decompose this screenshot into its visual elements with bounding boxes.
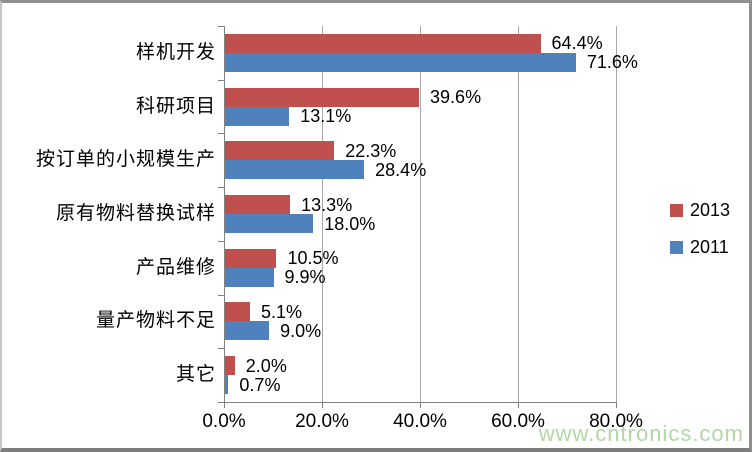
x-axis-tick-60.0% [518, 402, 519, 408]
value-label-2011-3: 28.4% [375, 159, 427, 180]
gridline-40.0% [420, 26, 421, 402]
category-label-3: 按订单的小规模生产 [35, 149, 216, 171]
value-label-2011-6: 9.0% [280, 320, 322, 341]
gridline-20.0% [322, 26, 323, 402]
bar-2011-3 [225, 160, 365, 180]
category-label-5: 产品维修 [135, 256, 216, 278]
bar-2013-4 [225, 195, 291, 214]
watermark: www.cntronics.com [538, 421, 744, 446]
x-axis-tick-20.0% [322, 402, 323, 408]
x-axis-tick-40.0% [420, 402, 421, 408]
value-label-2013-6: 5.1% [260, 301, 303, 322]
bar-2011-6 [225, 321, 270, 341]
bar-2013-2 [225, 87, 420, 107]
x-tick-label-80.0%: 80.0% [589, 411, 643, 432]
plot-area: 64.4% 71.6% 39.6% 13.1% 22.3% 28.4% 13.3% 18.0%… [224, 26, 638, 403]
y-axis-tick-5 [218, 294, 224, 296]
y-axis-tick-6 [218, 348, 224, 350]
gridline-60.0% [518, 26, 519, 402]
y-axis-tick-2 [218, 133, 224, 135]
legend-swatch-2013 [670, 203, 683, 217]
category-label-2: 科研项目 [135, 95, 216, 117]
bar-2011-1 [225, 52, 576, 72]
x-tick-label-40.0%: 40.0% [393, 411, 447, 432]
y-axis-tick-4 [218, 240, 224, 242]
y-axis-tick-3 [218, 187, 224, 189]
value-label-2011-1: 71.6% [586, 52, 638, 73]
bar-2013-5 [225, 248, 277, 268]
category-label-4: 原有物料替换试样 [55, 203, 216, 224]
bar-2013-1 [225, 33, 541, 53]
bar-2011-5 [225, 267, 274, 287]
bar-2011-4 [225, 214, 314, 233]
value-label-2013-1: 64.4% [551, 33, 603, 54]
gridline-80.0% [616, 26, 617, 402]
legend-swatch-2011 [670, 240, 683, 254]
category-label-1: 样机开发 [135, 41, 216, 63]
bar-2011-2 [225, 106, 290, 126]
bar-2013-3 [225, 141, 335, 161]
legend-label-2011: 2011 [690, 236, 729, 257]
legend: 2013 2011 [670, 200, 730, 274]
y-axis-tick-7 [218, 402, 224, 403]
category-label-6: 量产物料不足 [95, 310, 216, 332]
x-tick-label-60.0%: 60.0% [491, 411, 545, 432]
x-tick-label-0.0%: 0.0% [202, 411, 246, 432]
value-label-2011-7: 0.7% [239, 374, 281, 395]
value-label-2013-4: 13.3% [301, 194, 353, 215]
value-label-2013-7: 2.0% [245, 355, 287, 376]
value-label-2011-5: 9.9% [284, 267, 326, 288]
value-label-2013-2: 39.6% [430, 87, 482, 108]
legend-entry-2011: 2011 [670, 237, 730, 257]
bar-2011-7 [225, 375, 229, 395]
legend-entry-2013: 2013 [670, 200, 730, 220]
y-axis-tick-0 [218, 26, 224, 27]
legend-label-2013: 2013 [690, 199, 731, 220]
value-label-2013-3: 22.3% [345, 140, 397, 161]
category-label-7: 其它 [175, 364, 216, 386]
x-axis-tick-80.0% [616, 402, 617, 408]
bar-2013-6 [225, 302, 250, 322]
x-axis-tick-0.0% [224, 402, 225, 408]
value-label-2011-2: 13.1% [300, 106, 352, 127]
y-axis-tick-1 [218, 79, 224, 81]
x-tick-label-20.0%: 20.0% [295, 411, 349, 432]
bar-2013-7 [225, 356, 235, 376]
value-label-2013-5: 10.5% [287, 248, 339, 269]
value-label-2011-4: 18.0% [324, 213, 376, 234]
